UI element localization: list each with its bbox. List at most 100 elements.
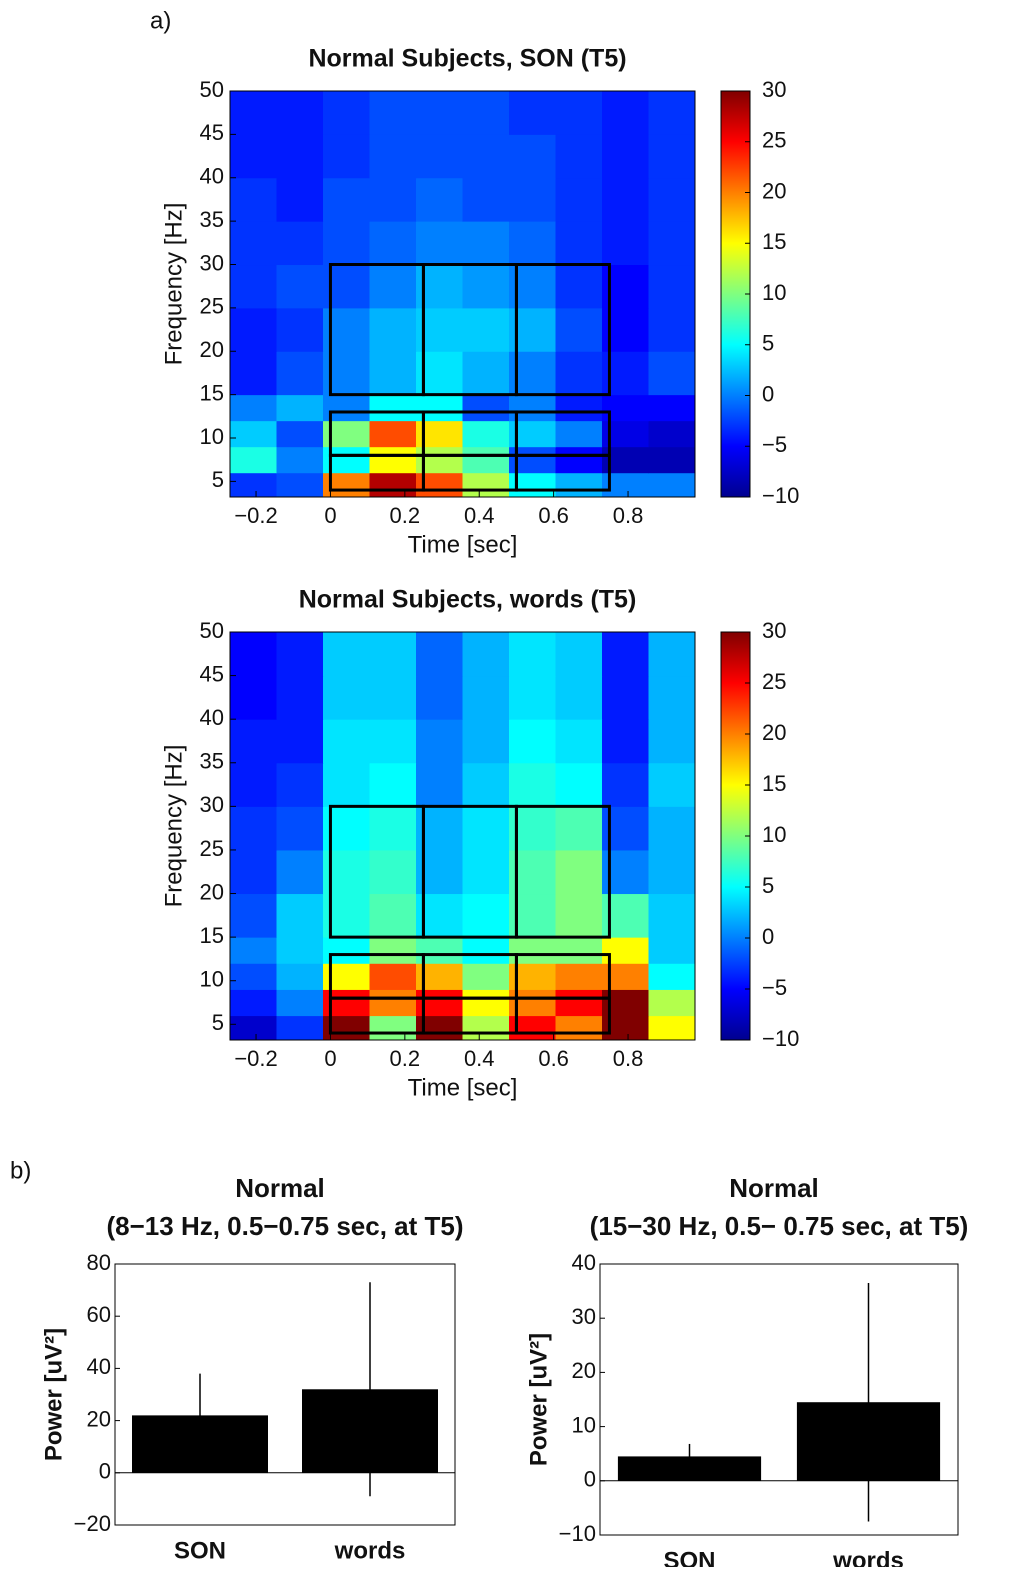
heat-cell xyxy=(276,221,324,266)
y-tick-label: 40 xyxy=(200,705,224,730)
heat-cell xyxy=(230,177,277,222)
heat-cell xyxy=(602,177,649,222)
y-tick-label: 60 xyxy=(87,1302,111,1327)
heat-cell xyxy=(416,719,463,764)
heat-cell xyxy=(648,446,696,474)
heat-cell xyxy=(369,134,417,179)
roi-box xyxy=(514,453,611,492)
heat-cell xyxy=(416,675,463,720)
heat-cell xyxy=(276,1015,324,1041)
y-tick-label: 10 xyxy=(572,1412,596,1437)
heat-cell xyxy=(230,446,277,474)
heat-cell xyxy=(276,177,324,222)
y-axis-label: Frequency [Hz] xyxy=(160,745,187,908)
colorbar-tick-label: 15 xyxy=(762,771,786,796)
heat-cell xyxy=(509,177,556,222)
heat-cell xyxy=(648,675,696,720)
y-tick-label: 40 xyxy=(87,1354,111,1379)
heat-cell xyxy=(369,351,417,396)
heat-cell xyxy=(462,1015,510,1041)
heat-cell xyxy=(555,420,603,448)
heat-cell xyxy=(555,989,603,1017)
heat-cell xyxy=(648,806,696,851)
y-tick-label: −20 xyxy=(74,1511,111,1536)
x-tick-label: words xyxy=(832,1547,904,1567)
heat-cell xyxy=(555,963,603,990)
heat-cell xyxy=(509,91,556,135)
heat-cell xyxy=(369,91,417,135)
colorbar-tick-label: 25 xyxy=(762,128,786,153)
y-tick-label: 35 xyxy=(200,207,224,232)
heat-cell xyxy=(323,719,370,764)
heat-cell xyxy=(509,134,556,179)
x-tick-label: 0.8 xyxy=(613,503,644,528)
colorbar-tick-label: 0 xyxy=(762,924,774,949)
heat-cell xyxy=(462,762,510,807)
heat-cell xyxy=(416,134,463,179)
y-tick-label: 45 xyxy=(200,661,224,686)
y-tick-label: 20 xyxy=(200,337,224,362)
heat-cell xyxy=(648,1015,696,1041)
heat-cell xyxy=(555,221,603,266)
y-tick-label: 40 xyxy=(200,164,224,189)
x-axis-label: Time [sec] xyxy=(408,531,518,558)
heat-cell xyxy=(323,221,370,266)
heat-cell xyxy=(230,963,277,990)
y-tick-label: 30 xyxy=(572,1304,596,1329)
heat-cell xyxy=(230,762,277,807)
heat-cell xyxy=(416,762,463,807)
heat-cell xyxy=(555,849,603,895)
bar xyxy=(617,1456,762,1481)
heat-cell xyxy=(555,893,603,938)
heat-cell xyxy=(276,420,324,448)
heat-cell xyxy=(648,632,696,677)
heat-cell xyxy=(648,221,696,266)
heat-cell xyxy=(369,937,417,964)
heat-cell xyxy=(276,849,324,895)
heat-cell xyxy=(276,472,324,498)
heat-cell xyxy=(462,420,510,448)
plot-frame xyxy=(599,1263,959,1536)
heat-cell xyxy=(509,675,556,720)
heat-cell xyxy=(416,91,463,135)
heat-cell xyxy=(230,420,277,448)
heat-cell xyxy=(276,937,324,964)
heat-cell xyxy=(648,719,696,764)
heat-cell xyxy=(648,351,696,396)
colorbar-tick-label: 5 xyxy=(762,873,774,898)
y-axis-label: Frequency [Hz] xyxy=(160,203,187,366)
colorbar-tick-label: 30 xyxy=(762,618,786,643)
plot-frame xyxy=(229,90,696,498)
heat-cell xyxy=(462,394,510,422)
heat-cell xyxy=(555,632,603,677)
x-tick-label: −0.2 xyxy=(234,503,277,528)
heat-cell xyxy=(416,177,463,222)
heat-cell xyxy=(602,221,649,266)
colorbar-tick-label: 5 xyxy=(762,331,774,356)
heat-cell xyxy=(276,632,324,677)
heat-cell xyxy=(648,963,696,990)
heat-cell xyxy=(555,177,603,222)
heat-cell xyxy=(555,1015,603,1041)
colorbar-tick-label: 20 xyxy=(762,178,786,203)
heat-cell xyxy=(369,849,417,895)
heat-cell xyxy=(369,420,417,448)
y-tick-label: 80 xyxy=(87,1250,111,1275)
heat-cell xyxy=(276,307,324,352)
y-tick-label: 15 xyxy=(200,923,224,948)
heat-cell xyxy=(462,177,510,222)
y-tick-label: 20 xyxy=(87,1406,111,1431)
chart-title: Normal xyxy=(729,1173,819,1203)
heat-cell xyxy=(230,989,277,1017)
heat-cell xyxy=(648,420,696,448)
colorbar-tick-label: 0 xyxy=(762,381,774,406)
heat-cell xyxy=(509,762,556,807)
colorbar-tick-label: −5 xyxy=(762,975,787,1000)
heat-cell xyxy=(462,849,510,895)
heat-cell xyxy=(230,134,277,179)
heat-cell xyxy=(230,719,277,764)
y-tick-label: 45 xyxy=(200,120,224,145)
bar xyxy=(302,1389,438,1473)
heat-cell xyxy=(323,91,370,135)
